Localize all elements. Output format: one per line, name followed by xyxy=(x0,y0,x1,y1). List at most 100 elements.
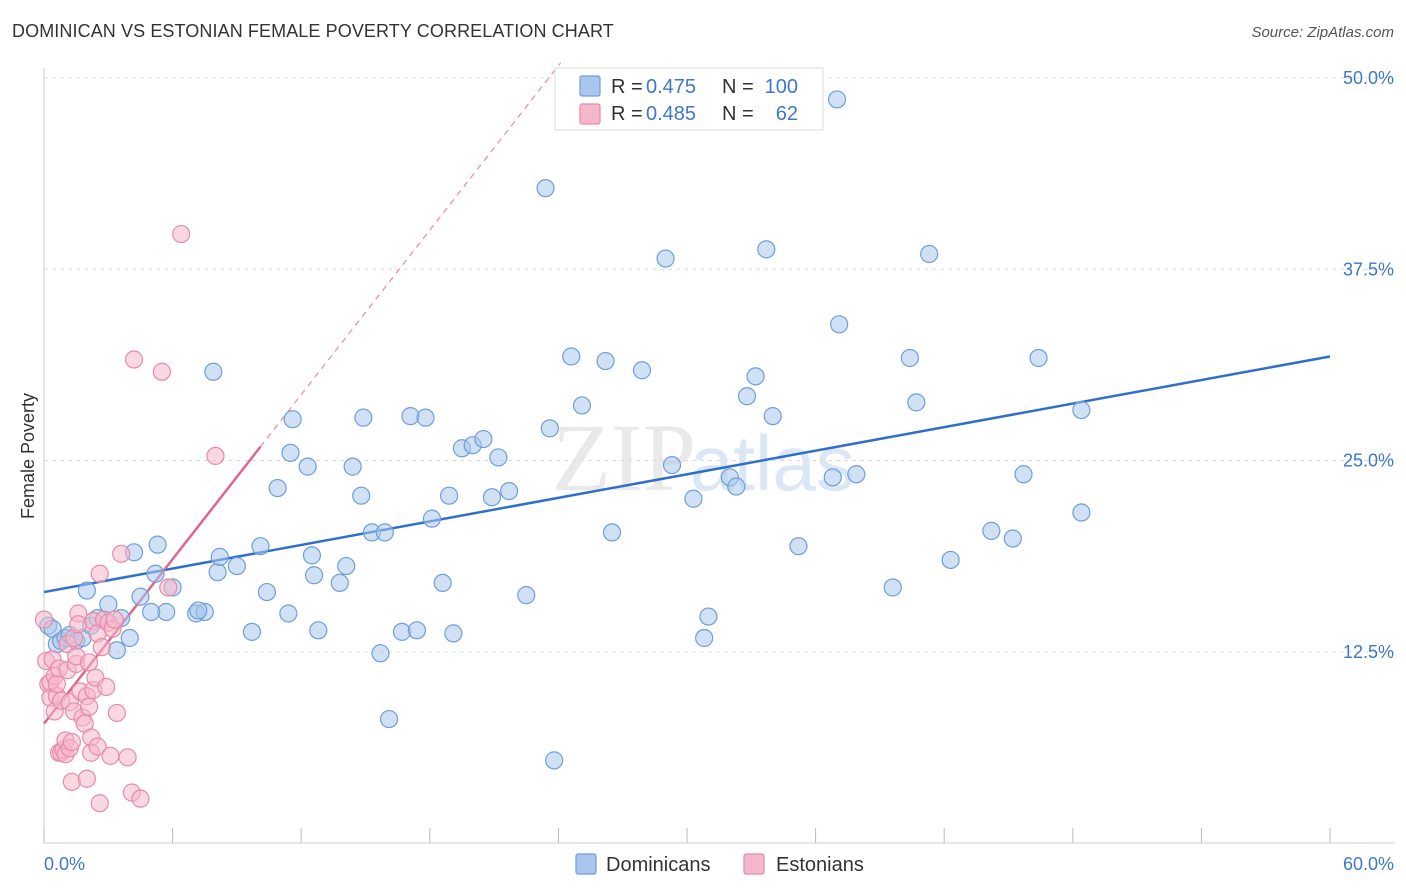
data-point-estonians xyxy=(159,578,178,597)
chart-source: Source: ZipAtlas.com xyxy=(1251,24,1394,41)
stats-legend: R = 0.475 N = 100 R = 0.485 N = 62 xyxy=(554,67,824,131)
data-point-dominicans xyxy=(789,537,808,556)
data-point-dominicans xyxy=(131,587,150,606)
watermark-atlas: atlas xyxy=(690,419,855,507)
data-point-dominicans xyxy=(572,396,592,415)
data-point-dominicans xyxy=(1072,503,1091,522)
legend-swatch-estonians xyxy=(579,103,601,125)
data-point-estonians xyxy=(69,615,88,634)
data-point-dominicans xyxy=(596,351,615,371)
bottom-legend-swatch-estonians xyxy=(743,853,765,875)
y-tick-label: 50.0% xyxy=(1343,68,1394,88)
y-tick-labels: 12.5% 25.0% 37.5% 50.0% xyxy=(1343,68,1394,662)
data-point-dominicans xyxy=(900,348,920,368)
data-point-dominicans xyxy=(540,419,559,438)
data-point-dominicans xyxy=(304,566,324,585)
legend-r-value-1: 0.475 xyxy=(646,76,696,98)
data-point-estonians xyxy=(124,350,144,369)
data-point-dominicans xyxy=(99,595,118,614)
data-point-dominicans xyxy=(500,482,519,501)
data-point-dominicans xyxy=(401,407,420,426)
data-point-estonians xyxy=(47,674,66,693)
data-point-estonians xyxy=(92,638,111,657)
estonians-points xyxy=(34,224,225,813)
x-tick-label-min: 0.0% xyxy=(44,854,85,874)
data-point-dominicans xyxy=(1003,529,1022,548)
data-point-dominicans xyxy=(392,622,412,641)
data-point-dominicans xyxy=(517,586,536,605)
data-point-estonians xyxy=(90,564,109,583)
data-point-dominicans xyxy=(763,407,782,426)
data-point-dominicans xyxy=(684,489,703,508)
data-point-dominicans xyxy=(309,621,328,640)
data-point-dominicans xyxy=(632,361,652,380)
data-point-dominicans xyxy=(482,488,502,507)
data-point-dominicans xyxy=(602,523,622,542)
data-point-estonians xyxy=(152,362,171,381)
trend-lines xyxy=(43,62,1331,725)
data-point-estonians xyxy=(90,794,109,813)
x-tick-label-max: 60.0% xyxy=(1343,854,1394,874)
bottom-legend-label-dominicans: Dominicans xyxy=(606,854,710,876)
data-point-dominicans xyxy=(189,601,208,620)
legend-n-value-2: 62 xyxy=(776,103,798,125)
legend-r-label-2: R = xyxy=(611,103,643,125)
data-point-dominicans xyxy=(242,622,262,641)
data-point-dominicans xyxy=(354,408,373,427)
data-point-dominicans xyxy=(330,573,349,593)
data-point-dominicans xyxy=(283,410,302,429)
data-point-dominicans xyxy=(536,179,555,198)
data-point-dominicans xyxy=(148,535,167,554)
trend-line-estonians-extension xyxy=(260,62,562,448)
data-point-estonians xyxy=(112,544,131,563)
chart-title: DOMINICAN VS ESTONIAN FEMALE POVERTY COR… xyxy=(12,21,614,41)
bottom-legend-swatch-dominicans xyxy=(575,853,597,875)
data-point-estonians xyxy=(34,610,54,629)
data-point-estonians xyxy=(105,610,124,629)
data-point-dominicans xyxy=(371,644,390,663)
data-point-estonians xyxy=(206,446,225,466)
data-point-dominicans xyxy=(489,448,508,467)
y-tick-label: 12.5% xyxy=(1343,642,1394,662)
data-point-estonians xyxy=(131,789,150,808)
gridlines xyxy=(44,77,1395,653)
data-point-dominicans xyxy=(204,362,223,381)
data-point-dominicans xyxy=(352,486,371,505)
data-point-dominicans xyxy=(407,621,427,640)
data-point-dominicans xyxy=(847,465,866,484)
data-point-dominicans xyxy=(737,387,757,406)
legend-n-label-1: N = xyxy=(722,76,754,98)
data-point-estonians xyxy=(101,746,120,765)
data-point-dominicans xyxy=(656,249,675,268)
data-point-dominicans xyxy=(907,393,926,412)
data-point-dominicans xyxy=(268,478,287,498)
data-point-estonians xyxy=(172,224,191,244)
data-point-dominicans xyxy=(343,457,362,476)
data-point-estonians xyxy=(62,772,81,791)
data-point-dominicans xyxy=(444,624,463,643)
data-point-dominicans xyxy=(830,315,849,334)
legend-n-value-1: 100 xyxy=(765,76,798,98)
data-point-dominicans xyxy=(279,604,298,623)
data-point-dominicans xyxy=(727,477,746,496)
data-point-dominicans xyxy=(699,607,718,626)
data-point-dominicans xyxy=(77,581,96,600)
data-point-dominicans xyxy=(416,408,435,427)
legend-r-label-1: R = xyxy=(611,76,643,98)
data-point-dominicans xyxy=(545,751,564,770)
legend-swatch-dominicans xyxy=(579,75,601,97)
data-point-dominicans xyxy=(120,628,139,648)
data-point-dominicans xyxy=(662,455,682,475)
data-point-dominicans xyxy=(474,429,493,449)
data-point-dominicans xyxy=(375,523,394,542)
legend-n-label-2: N = xyxy=(722,103,754,125)
data-point-dominicans xyxy=(146,564,165,583)
data-point-estonians xyxy=(118,748,137,767)
data-point-dominicans xyxy=(302,546,322,565)
data-point-dominicans xyxy=(1014,465,1033,484)
data-point-dominicans xyxy=(433,573,452,593)
data-point-dominicans xyxy=(827,90,847,109)
data-point-dominicans xyxy=(257,582,277,602)
legend-r-value-2: 0.485 xyxy=(646,103,696,125)
